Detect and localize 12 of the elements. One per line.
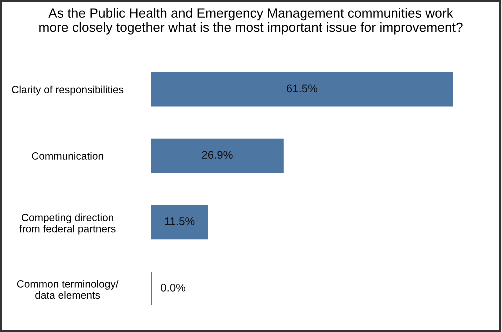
bar [151, 205, 208, 240]
data-label: 11.5% [165, 218, 195, 226]
chart-title: As the Public Health and Emergency Management communities work more closely together what is the most important issue for improvement? [40, 8, 463, 35]
bar [151, 72, 454, 107]
y-tick-label: Clarity of responsibilities [12, 86, 124, 96]
y-tick-label: Common terminology/ data elements [17, 280, 119, 300]
y-tick-label: Communication [32, 152, 104, 160]
data-label: 26.9% [202, 151, 233, 160]
y-tick-label: Competing direction from federal partners [20, 214, 116, 235]
bar [151, 138, 284, 174]
data-label: 61.5% [287, 84, 318, 93]
data-label: 0.0% [161, 284, 186, 292]
